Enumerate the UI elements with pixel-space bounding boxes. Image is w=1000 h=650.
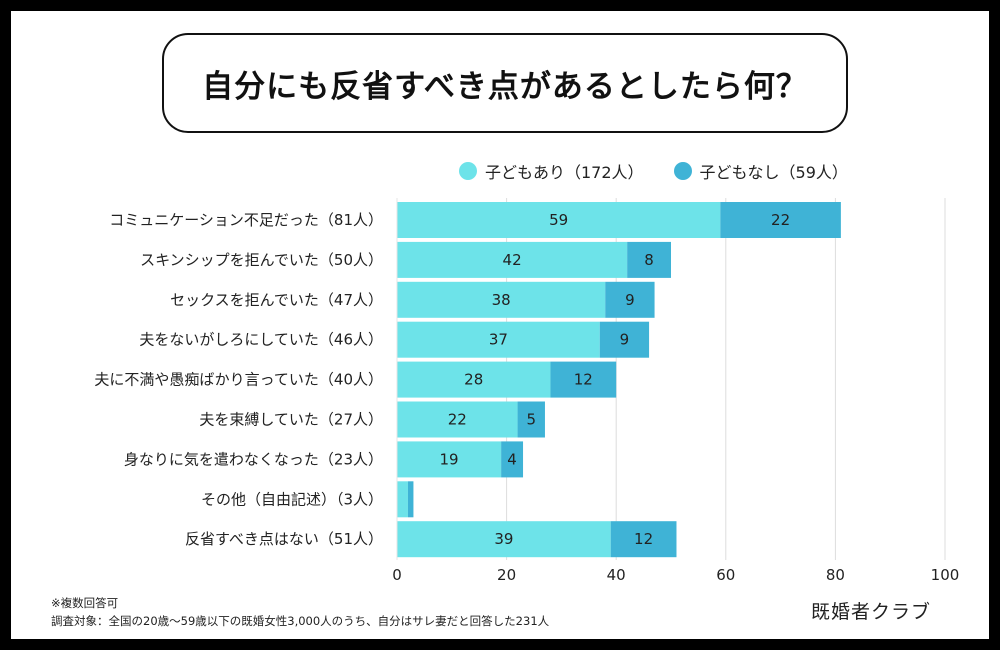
bar-segment xyxy=(610,521,677,558)
category-label: 身なりに気を遣わなくなった（23人） xyxy=(124,450,383,468)
bar-segment xyxy=(397,361,551,398)
bar-segment xyxy=(397,281,606,318)
bar-segment xyxy=(397,241,628,278)
data-label: 22 xyxy=(448,411,467,429)
legend: 子どもあり（172人） 子どもなし（59人） xyxy=(459,159,848,183)
category-label: コミュニケーション不足だった（81人） xyxy=(109,211,383,229)
data-label: 5 xyxy=(526,411,536,429)
legend-item-with-children: 子どもあり（172人） xyxy=(459,159,644,183)
x-tick-label: 0 xyxy=(392,566,402,584)
bar-segment xyxy=(397,441,502,478)
bar-segment xyxy=(550,361,617,398)
data-label: 19 xyxy=(440,450,459,468)
legend-label-with-children: 子どもあり（172人） xyxy=(485,163,644,182)
category-label: スキンシップを拒んでいた（50人） xyxy=(140,251,383,269)
legend-swatch-with-children xyxy=(459,162,477,180)
legend-item-without-children: 子どもなし（59人） xyxy=(673,159,848,183)
category-label: 夫をないがしろにしていた（46人） xyxy=(139,331,383,349)
x-tick-label: 40 xyxy=(607,566,626,584)
data-label: 38 xyxy=(492,291,511,309)
legend-label-without-children: 子どもなし（59人） xyxy=(699,163,848,182)
data-label: 42 xyxy=(503,251,522,269)
category-label: 夫を束縛していた（27人） xyxy=(199,411,383,429)
data-label: 9 xyxy=(625,291,635,309)
footnote-line-2: 調査対象：全国の20歳〜59歳以下の既婚女性3,000人のうち、自分はサレ妻だと… xyxy=(51,614,550,628)
bar-segment xyxy=(501,441,524,478)
x-tick-label: 60 xyxy=(716,566,735,584)
footnote: ※複数回答可 調査対象：全国の20歳〜59歳以下の既婚女性3,000人のうち、自… xyxy=(51,594,549,630)
bar-segment xyxy=(627,241,671,278)
legend-swatch-without-children xyxy=(673,162,692,180)
category-label: その他（自由記述）（3人） xyxy=(201,490,383,508)
data-label: 12 xyxy=(574,371,593,389)
bar-segment xyxy=(397,202,721,238)
data-label: 59 xyxy=(549,211,568,229)
x-tick-label: 80 xyxy=(826,566,845,584)
category-label: 反省すべき点はない（51人） xyxy=(185,530,383,548)
bar-segment xyxy=(407,481,414,518)
x-tick-label: 20 xyxy=(497,566,516,584)
bar-segment xyxy=(397,521,611,558)
brand-label: 既婚者クラブ xyxy=(811,601,932,623)
bar-segment xyxy=(599,321,650,358)
x-tick-label: 100 xyxy=(931,566,960,584)
data-label: 9 xyxy=(620,331,630,349)
footnote-line-1: ※複数回答可 xyxy=(51,596,119,610)
bar-segment xyxy=(397,321,600,358)
bar-segment xyxy=(517,401,545,438)
bar-segment xyxy=(605,281,655,318)
bar-segment xyxy=(397,401,518,438)
bar-segment xyxy=(397,481,408,518)
data-label: 12 xyxy=(634,530,653,548)
chart-title: 自分にも反省すべき点があるとしたら何？ xyxy=(162,33,848,133)
data-label: 37 xyxy=(489,331,508,349)
data-label: 22 xyxy=(771,211,790,229)
bar-segment xyxy=(720,202,841,238)
data-label: 8 xyxy=(644,251,654,269)
data-label: 39 xyxy=(494,530,513,548)
category-label: セックスを拒んでいた（47人） xyxy=(170,291,383,309)
data-label: 28 xyxy=(464,371,483,389)
category-label: 夫に不満や愚痴ばかり言っていた（40人） xyxy=(94,371,383,389)
data-label: 4 xyxy=(507,450,517,468)
